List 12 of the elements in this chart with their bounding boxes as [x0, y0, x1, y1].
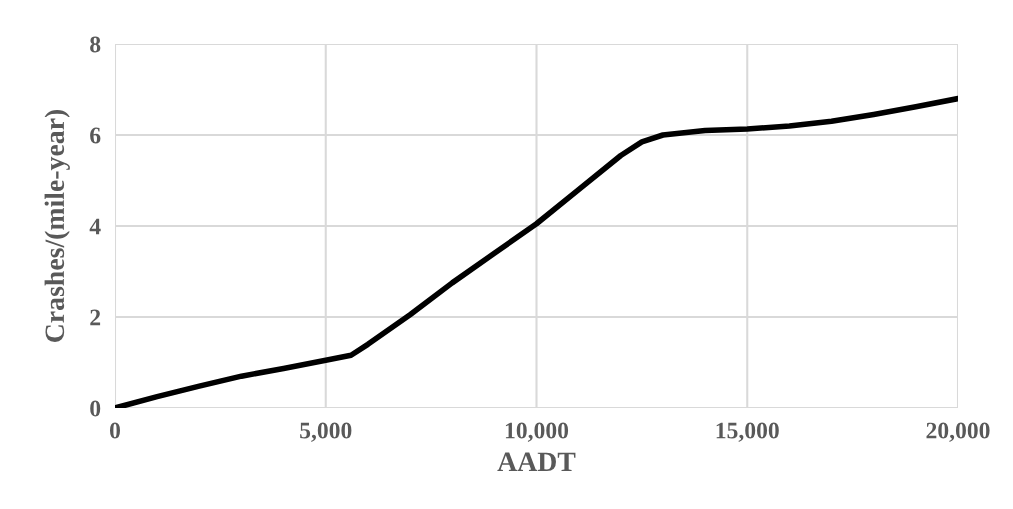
x-tick-label: 20,000 — [926, 422, 990, 442]
x-tick-label: 0 — [110, 422, 120, 439]
y-tick-label: 0 — [90, 400, 101, 417]
x-tick-label: 5,000 — [300, 422, 352, 442]
y-axis-title: Crashes/(mile-year) — [44, 109, 70, 342]
y-tick-label: 2 — [90, 309, 101, 326]
x-axis-title: AADT — [497, 452, 576, 471]
y-tick-label: 4 — [89, 218, 101, 235]
y-tick-label: 8 — [90, 36, 101, 53]
x-tick-label: 15,000 — [716, 422, 779, 442]
y-tick-label: 6 — [90, 127, 101, 144]
x-tick-label: 10,000 — [505, 422, 569, 442]
